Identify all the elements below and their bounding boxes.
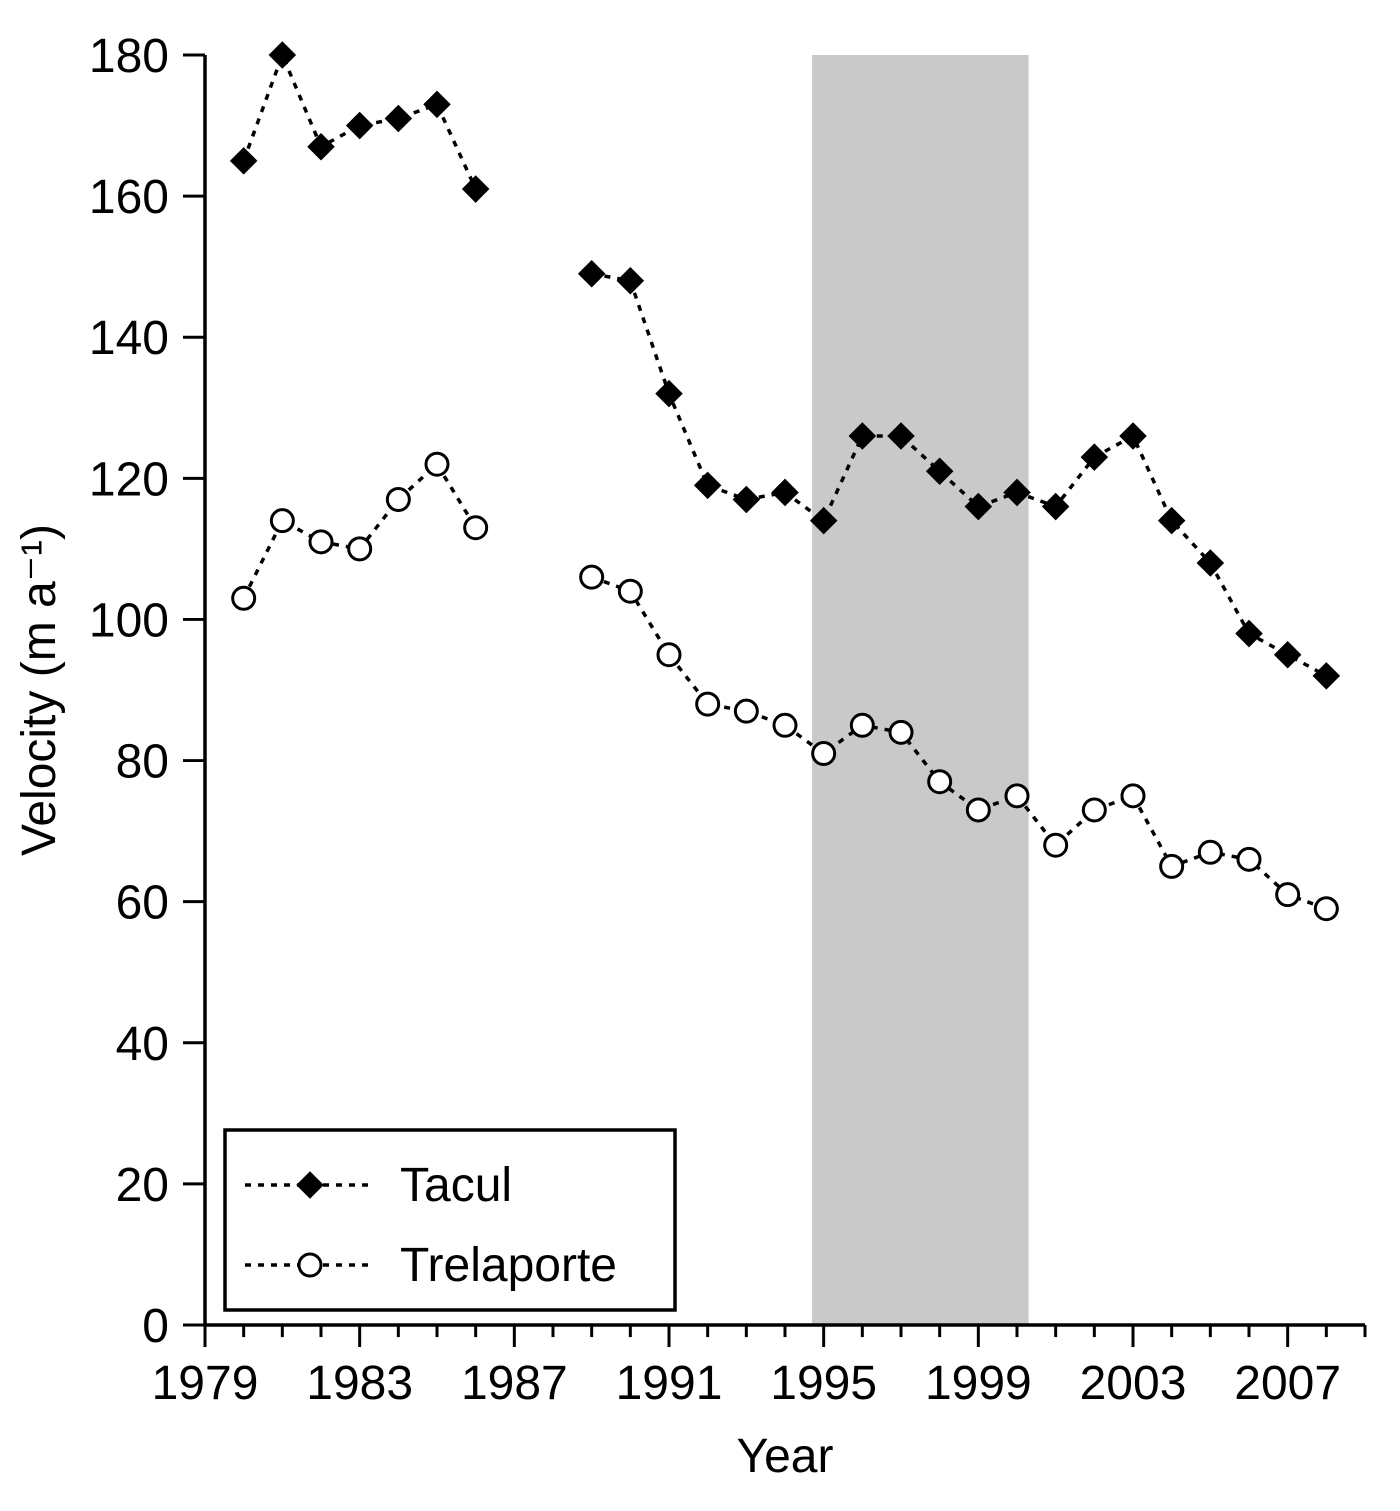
x-axis-label: Year: [737, 1430, 834, 1483]
y-tick-label: 180: [89, 30, 169, 83]
data-marker: [697, 693, 719, 715]
data-marker: [1006, 785, 1028, 807]
y-tick-label: 80: [116, 736, 169, 789]
data-marker: [1199, 841, 1221, 863]
data-marker: [1122, 785, 1144, 807]
data-marker: [1083, 799, 1105, 821]
legend-marker: [299, 1254, 321, 1276]
x-tick-label: 1979: [152, 1357, 259, 1410]
chart-bg: [0, 0, 1400, 1511]
data-marker: [929, 771, 951, 793]
legend-label: Trelaporte: [400, 1239, 617, 1292]
data-marker: [851, 714, 873, 736]
y-tick-label: 0: [142, 1300, 169, 1353]
y-tick-label: 100: [89, 594, 169, 647]
data-marker: [1238, 848, 1260, 870]
data-marker: [774, 714, 796, 736]
x-tick-label: 1999: [925, 1357, 1032, 1410]
y-tick-label: 160: [89, 171, 169, 224]
data-marker: [271, 510, 293, 532]
y-tick-label: 40: [116, 1018, 169, 1071]
y-tick-label: 60: [116, 877, 169, 930]
data-marker: [581, 566, 603, 588]
data-marker: [233, 587, 255, 609]
velocity-chart: 1979 1983 1987 1991 1995 1999 2003 2007 Year 0 20 4…: [0, 0, 1400, 1511]
data-marker: [1277, 884, 1299, 906]
data-marker: [813, 743, 835, 765]
legend-label: Tacul: [400, 1159, 512, 1212]
x-tick-label: 1987: [461, 1357, 568, 1410]
data-marker: [349, 538, 371, 560]
data-marker: [619, 580, 641, 602]
data-marker: [310, 531, 332, 553]
x-tick-label: 1991: [616, 1357, 723, 1410]
x-tick-label: 2007: [1234, 1357, 1341, 1410]
data-marker: [426, 453, 448, 475]
data-marker: [387, 489, 409, 511]
data-marker: [1161, 855, 1183, 877]
data-marker: [735, 700, 757, 722]
x-tick-label: 1995: [770, 1357, 877, 1410]
data-marker: [1045, 834, 1067, 856]
data-marker: [658, 644, 680, 666]
chart-svg: 1979 1983 1987 1991 1995 1999 2003 2007 Year 0 20 4…: [0, 0, 1400, 1511]
y-axis-label: Velocity (m a⁻¹): [13, 524, 66, 856]
data-marker: [967, 799, 989, 821]
y-tick-label: 120: [89, 453, 169, 506]
y-tick-label: 20: [116, 1159, 169, 1212]
x-tick-label: 1983: [306, 1357, 413, 1410]
data-marker: [890, 721, 912, 743]
x-tick-label: 2003: [1080, 1357, 1187, 1410]
legend: Tacul Trelaporte: [225, 1130, 675, 1310]
data-marker: [465, 517, 487, 539]
data-marker: [1315, 898, 1337, 920]
y-tick-label: 140: [89, 312, 169, 365]
shaded-band: [812, 55, 1029, 1325]
